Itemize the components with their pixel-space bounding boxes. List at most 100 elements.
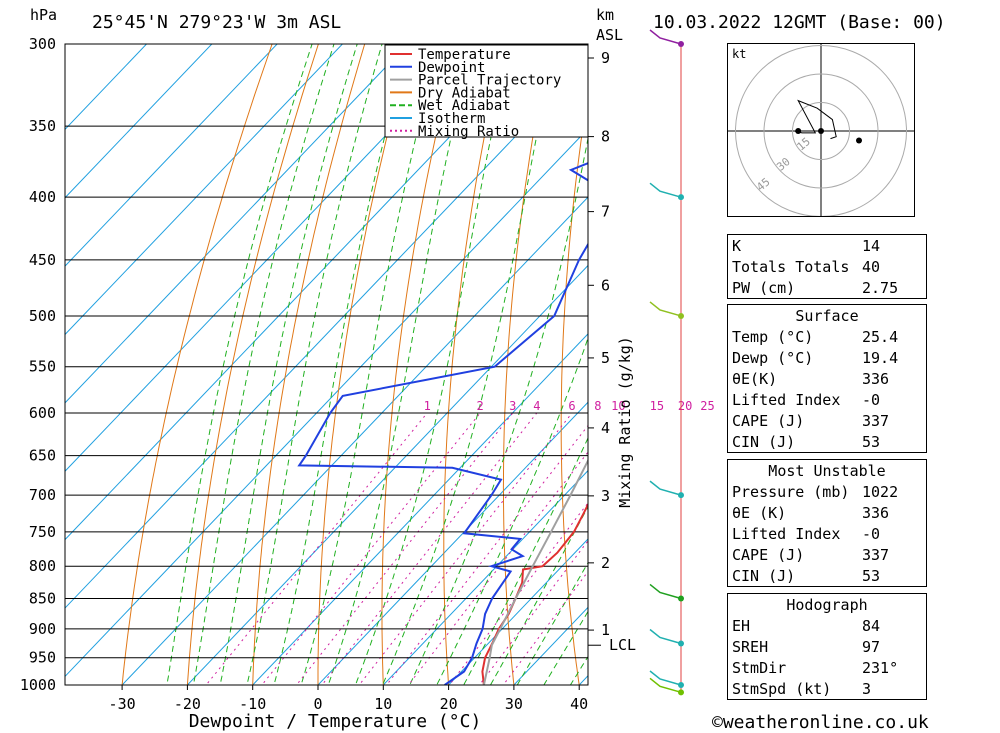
section-title: Surface bbox=[795, 306, 859, 325]
wet-adiabat-line bbox=[192, 44, 335, 685]
height-unit-label: km bbox=[596, 6, 615, 24]
copyright-link[interactable]: ©weatheronline.co.uk bbox=[712, 712, 929, 733]
table-row: StmDir 231° bbox=[728, 657, 927, 678]
index-label: CAPE (J) bbox=[732, 545, 805, 564]
dry-adiabat-line bbox=[121, 44, 273, 685]
index-label: K bbox=[732, 236, 742, 255]
isotherm-line bbox=[317, 401, 588, 685]
hodo-ring bbox=[735, 45, 907, 216]
isotherm-line bbox=[65, 128, 588, 678]
table-row: Lifted Index -0 bbox=[728, 523, 927, 544]
index-label: Dewp (°C) bbox=[732, 348, 814, 367]
mixing-ratio-label: 25 bbox=[700, 399, 714, 413]
pressure-tick-label: 800 bbox=[29, 557, 56, 575]
wet-adiabat-line bbox=[543, 610, 588, 685]
pressure-tick-label: 500 bbox=[29, 307, 56, 325]
wind-barb bbox=[649, 583, 682, 600]
mixing-ratio-line bbox=[478, 540, 588, 685]
index-table-most-unstable: Most Unstable Pressure (mb) 1022 θE (K) 33… bbox=[727, 459, 927, 587]
mixing-ratio-label: 15 bbox=[650, 399, 664, 413]
table-row: CAPE (J) 337 bbox=[728, 544, 927, 565]
x-axis-label: Dewpoint / Temperature (°C) bbox=[189, 711, 482, 732]
mixing-ratio-line bbox=[358, 412, 573, 685]
index-label: Temp (°C) bbox=[732, 327, 814, 346]
plot-frame bbox=[64, 43, 589, 686]
index-value: -0 bbox=[862, 524, 881, 543]
pressure-tick-label: 1000 bbox=[20, 676, 56, 694]
index-table-surface: Surface Temp (°C) 25.4 Dewp (°C) 19.4 θE(K… bbox=[727, 304, 927, 453]
isotherm-line bbox=[447, 538, 588, 685]
table-row: PW (cm) 2.75 bbox=[728, 277, 927, 299]
table-row: CIN (J) 53 bbox=[728, 431, 927, 453]
isotherm-line bbox=[382, 469, 588, 685]
wind-barb bbox=[649, 628, 682, 645]
mixing-ratio-line bbox=[205, 412, 428, 685]
hodograph-trace bbox=[794, 99, 862, 144]
pressure-tick-label: 350 bbox=[29, 117, 56, 135]
wind-barb bbox=[649, 182, 682, 198]
pressure-isobars bbox=[65, 43, 588, 686]
table-row: Lifted Index -0 bbox=[728, 389, 927, 410]
isotherm-line bbox=[186, 264, 588, 685]
legend-label: Isotherm bbox=[418, 111, 485, 127]
wind-barb bbox=[649, 670, 682, 686]
index-table-top: K 14 Totals Totals 40 PW (cm) 2.75 bbox=[727, 234, 927, 299]
hodo-trace-line bbox=[794, 99, 837, 140]
index-label: θE(K) bbox=[732, 369, 778, 388]
height-tick-label: 7 bbox=[601, 203, 610, 221]
index-label: θE (K) bbox=[732, 503, 787, 522]
legend-label: Dewpoint bbox=[418, 60, 485, 76]
mixing-ratio-line bbox=[261, 412, 481, 685]
wind-barb-column bbox=[649, 29, 684, 696]
x-tick-label: -20 bbox=[174, 695, 201, 713]
isotherm-line bbox=[65, 44, 148, 131]
mixing-ratio-line bbox=[407, 451, 588, 685]
wet-adiabat-line bbox=[489, 505, 588, 685]
isotherm-line bbox=[65, 44, 409, 404]
skewt-chart: 1 2 3 4 6 8 10 15 20 25 3003504004505005506006507… bbox=[20, 0, 726, 732]
hodo-point bbox=[795, 128, 802, 134]
height-tick-label: 4 bbox=[601, 419, 610, 437]
index-table-hodograph: Hodograph EH 84 SREH 97 StmDir 231° StmSpd … bbox=[727, 593, 927, 700]
mixing-ratio-line bbox=[321, 412, 538, 685]
table-row: EH 84 bbox=[728, 615, 927, 636]
legend-label: Mixing Ratio bbox=[418, 124, 519, 140]
dry-adiabat-line bbox=[724, 0, 726, 711]
mixing-ratio-label: 4 bbox=[533, 399, 540, 413]
pressure-tick-label: 400 bbox=[29, 188, 56, 206]
location-label: 25°45'N 279°23'W 3m ASL bbox=[92, 12, 342, 33]
table-row: θE(K) 336 bbox=[728, 368, 927, 389]
index-label: EH bbox=[732, 616, 751, 635]
table-row: CAPE (J) 337 bbox=[728, 410, 927, 431]
index-value: 25.4 bbox=[862, 327, 899, 346]
pressure-tick-label: 450 bbox=[29, 251, 56, 269]
wet-adiabat-line bbox=[463, 436, 588, 685]
table-row: Temp (°C) 25.4 bbox=[728, 326, 927, 347]
mixing-ratio-line bbox=[385, 424, 588, 685]
height-tick-label: 6 bbox=[601, 276, 610, 294]
index-value: 337 bbox=[862, 411, 890, 430]
dewpoint-profile bbox=[297, 162, 588, 685]
pressure-unit-label: hPa bbox=[30, 6, 58, 24]
index-label: Pressure (mb) bbox=[732, 482, 850, 501]
dry-adiabat-line bbox=[671, 0, 715, 711]
height-tick-label: 5 bbox=[601, 349, 610, 367]
wind-barb bbox=[649, 29, 682, 45]
mixing-ratio-label: 20 bbox=[678, 399, 692, 413]
legend-label: Dry Adiabat bbox=[418, 85, 511, 101]
hodo-point bbox=[856, 137, 862, 144]
height-tick-labels: 1 2 3 4 5 6 7 8 9 LCL bbox=[588, 49, 636, 654]
dry-adiabat-line bbox=[186, 44, 319, 685]
index-label: Lifted Index bbox=[732, 390, 841, 409]
index-value: 97 bbox=[862, 637, 881, 656]
y-axis-right-label: Mixing Ratio (g/kg) bbox=[616, 336, 634, 508]
index-value: -0 bbox=[862, 390, 881, 409]
section-title: Most Unstable bbox=[768, 461, 886, 480]
mixing-ratio-label: 1 bbox=[424, 399, 431, 413]
index-label: Totals Totals bbox=[732, 257, 850, 276]
profile-lines bbox=[297, 162, 588, 685]
pressure-tick-labels: 300 350 400 450 500 550 600 650 700 750 800 850 900 9… bbox=[20, 35, 56, 694]
index-label: CIN (J) bbox=[732, 566, 796, 585]
